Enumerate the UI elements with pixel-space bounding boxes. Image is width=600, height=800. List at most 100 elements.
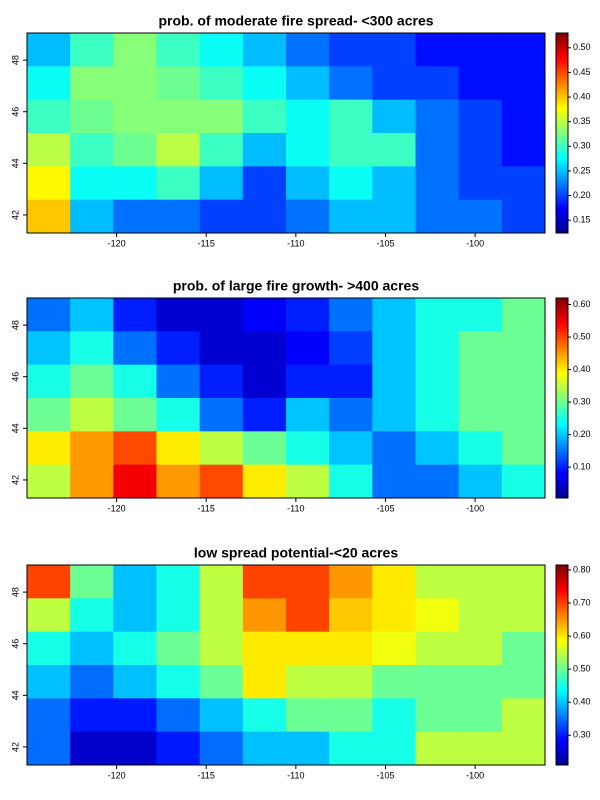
colorbar-step (556, 448, 568, 452)
colorbar-step (556, 471, 568, 476)
heat-cell (70, 398, 114, 432)
heat-cell (372, 398, 416, 432)
heat-cell (458, 631, 503, 666)
heat-cell (458, 665, 503, 699)
colorbar-step (556, 344, 568, 349)
x-tick-label: -100 (466, 503, 484, 513)
colorbar-step (556, 695, 568, 699)
heat-cell (27, 331, 71, 366)
heat-cell (113, 698, 157, 733)
heat-cell (242, 364, 287, 399)
colorbar-step (556, 113, 568, 117)
colorbar-step (556, 338, 568, 342)
colorbar-step (556, 655, 568, 659)
heat-cell (156, 33, 201, 67)
colorbar-step (556, 364, 568, 369)
heat-cell (415, 99, 460, 134)
heat-cell (372, 731, 416, 766)
colorbar-step (556, 578, 568, 583)
colorbar-tick-label: 0.45 (573, 67, 591, 77)
colorbar-step (556, 59, 568, 64)
x-tick-label: -110 (287, 238, 304, 248)
heat-cell (156, 331, 201, 366)
colorbar-step (556, 605, 568, 609)
heat-cell (27, 33, 71, 67)
colorbar-step (556, 641, 568, 646)
heat-cell (242, 66, 287, 101)
heat-cell (113, 199, 157, 234)
heat-cell (70, 631, 114, 666)
heat-cell (113, 431, 157, 466)
y-tick-label: 42 (10, 475, 20, 485)
heat-cell (329, 598, 373, 633)
y-tick-label: 42 (10, 210, 20, 220)
heat-cell (156, 364, 201, 399)
colorbar-frame (555, 297, 569, 499)
heat-cell (27, 298, 71, 332)
colorbar-step (556, 216, 568, 221)
plot-frame (26, 564, 546, 766)
heat-cell (242, 565, 287, 599)
heat-cell (113, 133, 157, 167)
colorbar-step (556, 206, 568, 211)
heat-cell (501, 598, 546, 633)
colorbar-step (556, 183, 568, 187)
colorbar-step (556, 478, 568, 482)
colorbar-step (556, 304, 568, 309)
colorbar-step (556, 474, 568, 479)
heat-cell (415, 166, 460, 201)
heat-cell (415, 66, 460, 101)
colorbar-step (556, 705, 568, 709)
colorbar-step (556, 608, 568, 613)
colorbar-step (556, 461, 568, 466)
heat-cell (156, 631, 201, 666)
colorbar-step (556, 758, 568, 763)
heat-cell (501, 364, 546, 399)
colorbar-step (556, 331, 568, 336)
plot-frame (26, 297, 546, 499)
heat-cell (113, 33, 157, 67)
colorbar-step (556, 166, 568, 171)
heat-cell (286, 364, 330, 399)
heat-cell (372, 298, 416, 332)
colorbar-step (556, 581, 568, 586)
x-tick-label: -100 (466, 770, 484, 780)
heat-cell (242, 464, 287, 499)
colorbar-step (556, 575, 568, 579)
colorbar-step (556, 438, 568, 442)
colorbar-step (556, 33, 568, 37)
heat-cell (329, 199, 373, 234)
colorbar-step (556, 635, 568, 639)
heat-cell (70, 99, 114, 134)
colorbar-step (556, 129, 568, 134)
heat-cell (199, 431, 244, 466)
colorbar-step (556, 213, 568, 217)
colorbar-step (556, 434, 568, 439)
heat-cell (329, 66, 373, 101)
heat-cell (501, 698, 546, 733)
heat-cell (199, 166, 244, 201)
colorbar-tick-label: 0.70 (573, 597, 591, 607)
colorbar-step (556, 404, 568, 409)
heat-cell (286, 631, 330, 666)
heat-cell (458, 331, 503, 366)
heat-cell (70, 665, 114, 699)
x-tick-label: -105 (376, 238, 394, 248)
heat-cell (156, 598, 201, 633)
colorbar-step (556, 153, 568, 157)
colorbar-step (556, 645, 568, 649)
colorbar-step (556, 374, 568, 379)
heat-cell (501, 66, 546, 101)
heat-cell (199, 731, 244, 766)
colorbar-step (556, 424, 568, 429)
heat-cell (113, 464, 157, 499)
heat-cell (242, 698, 287, 733)
heat-cell (70, 464, 114, 499)
heat-cell (458, 431, 503, 466)
colorbar-step (556, 451, 568, 456)
colorbar-tick-label: 0.10 (573, 461, 591, 471)
heat-cell (156, 398, 201, 432)
colorbar-step (556, 661, 568, 666)
heat-cell (113, 665, 157, 699)
colorbar-step (556, 454, 568, 459)
